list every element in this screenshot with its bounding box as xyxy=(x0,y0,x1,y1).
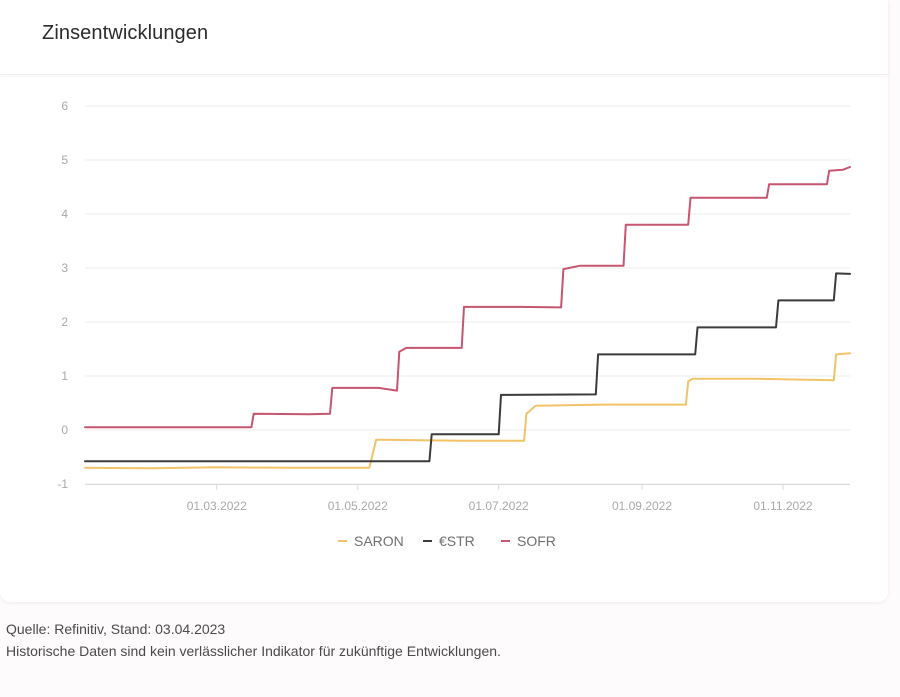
legend-label: SARON xyxy=(354,533,404,549)
x-tick-label: 01.07.2022 xyxy=(469,499,529,513)
y-axis-ticks: -1 0 1 2 3 4 5 6 xyxy=(57,99,68,491)
card-header: Zinsentwicklungen xyxy=(0,0,888,75)
grid xyxy=(85,105,850,485)
x-tick-label: 01.11.2022 xyxy=(753,499,812,513)
y-tick-label: 5 xyxy=(61,153,68,167)
y-tick-label: -1 xyxy=(57,477,68,491)
x-tick-label: 01.05.2022 xyxy=(328,499,388,513)
legend-label: SOFR xyxy=(517,533,556,549)
chart-footer: Quelle: Refinitiv, Stand: 03.04.2023 His… xyxy=(6,618,501,662)
y-tick-label: 6 xyxy=(61,99,68,113)
y-tick-label: 1 xyxy=(61,369,68,383)
x-tick-label: 01.03.2022 xyxy=(187,499,247,513)
line-chart: -1 0 1 2 3 4 5 6 01.03.2022 01.05.2022 01.07.2022… xyxy=(57,99,851,549)
series-line-SARON xyxy=(84,352,851,470)
legend: SARON €STR SOFR xyxy=(338,533,556,549)
legend-label: €STR xyxy=(439,533,475,549)
y-tick-label: 3 xyxy=(61,261,68,275)
legend-item[interactable]: €STR xyxy=(423,533,475,549)
series-line-€STR xyxy=(84,272,851,463)
y-tick-label: 4 xyxy=(61,207,68,221)
disclaimer-note: Historische Daten sind kein verlässliche… xyxy=(6,643,501,659)
series-line-SOFR xyxy=(84,166,851,429)
series-lines xyxy=(84,166,851,470)
y-tick-label: 0 xyxy=(61,423,68,437)
source-note: Quelle: Refinitiv, Stand: 03.04.2023 xyxy=(6,621,226,637)
x-tick-label: 01.09.2022 xyxy=(612,499,672,513)
chart-card: Zinsentwicklungen -1 0 1 2 3 4 5 6 01.03.2022 01… xyxy=(0,0,888,549)
chart-title: Zinsentwicklungen xyxy=(42,22,209,44)
x-axis-ticks: 01.03.2022 01.05.2022 01.07.2022 01.09.2022… xyxy=(85,484,850,513)
legend-item[interactable]: SOFR xyxy=(501,533,556,549)
legend-item[interactable]: SARON xyxy=(338,533,404,549)
y-tick-label: 2 xyxy=(61,315,68,329)
